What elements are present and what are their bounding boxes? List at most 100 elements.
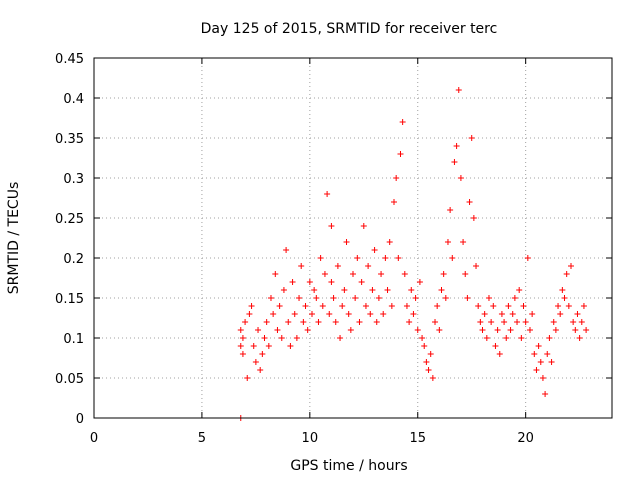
data-point <box>397 151 404 157</box>
data-point <box>406 319 413 325</box>
data-point <box>572 327 579 333</box>
data-point <box>304 327 311 333</box>
data-point <box>311 287 318 293</box>
data-point <box>580 303 587 309</box>
data-point <box>442 295 449 301</box>
data-point <box>371 247 378 253</box>
data-point <box>293 335 300 341</box>
data-point <box>535 343 542 349</box>
data-point <box>429 375 436 381</box>
data-point <box>503 335 510 341</box>
data-point <box>328 223 335 229</box>
data-point <box>287 343 294 349</box>
data-point <box>507 327 514 333</box>
data-point <box>237 327 244 333</box>
data-point <box>468 135 475 141</box>
data-point <box>373 319 380 325</box>
data-point <box>276 303 283 309</box>
data-point <box>490 303 497 309</box>
data-point <box>270 311 277 317</box>
x-tick-label: 20 <box>517 431 534 446</box>
data-point <box>524 255 531 261</box>
data-point <box>332 319 339 325</box>
data-point <box>280 287 287 293</box>
data-point <box>339 303 346 309</box>
data-point <box>302 303 309 309</box>
data-point <box>300 319 307 325</box>
data-point <box>501 319 508 325</box>
axis-ticks: 0 0.05 0.1 0.15 0.2 0.25 0.3 0.35 0.4 0.45 0 5 10 15 2… <box>55 52 612 446</box>
data-point <box>466 199 473 205</box>
data-point <box>496 351 503 357</box>
data-point <box>382 255 389 261</box>
data-point <box>544 351 551 357</box>
y-tick-label: 0.35 <box>55 132 84 147</box>
data-point <box>388 303 395 309</box>
data-point <box>567 263 574 269</box>
data-point <box>419 335 426 341</box>
data-point <box>453 143 460 149</box>
data-point <box>542 391 549 397</box>
data-point <box>494 327 501 333</box>
y-tick-label: 0.4 <box>63 92 84 107</box>
data-point <box>324 191 331 197</box>
data-point <box>386 239 393 245</box>
data-point <box>416 279 423 285</box>
data-point <box>574 311 581 317</box>
data-point <box>283 247 290 253</box>
data-point <box>561 295 568 301</box>
data-point <box>559 287 566 293</box>
data-point <box>352 295 359 301</box>
data-point <box>498 311 505 317</box>
data-point <box>244 375 251 381</box>
data-point <box>403 303 410 309</box>
data-point <box>555 303 562 309</box>
data-point <box>455 87 462 93</box>
y-tick-label: 0.25 <box>55 212 84 227</box>
data-point <box>470 215 477 221</box>
data-point <box>259 351 266 357</box>
data-point <box>296 295 303 301</box>
data-point <box>265 343 272 349</box>
data-point <box>488 319 495 325</box>
data-point <box>531 351 538 357</box>
data-point <box>278 335 285 341</box>
data-point <box>539 375 546 381</box>
grid-lines <box>94 58 612 418</box>
data-point <box>272 271 279 277</box>
data-point <box>434 303 441 309</box>
data-point <box>421 343 428 349</box>
data-point <box>263 319 270 325</box>
data-point <box>274 327 281 333</box>
data-point <box>347 327 354 333</box>
data-point <box>248 303 255 309</box>
data-point <box>393 175 400 181</box>
data-point <box>492 343 499 349</box>
x-tick-label: 5 <box>198 431 206 446</box>
data-point <box>526 327 533 333</box>
data-point <box>360 223 367 229</box>
data-point <box>291 311 298 317</box>
data-point <box>391 199 398 205</box>
data-point <box>440 271 447 277</box>
y-tick-label: 0.1 <box>63 332 84 347</box>
data-point <box>239 351 246 357</box>
data-point <box>479 327 486 333</box>
data-point <box>481 311 488 317</box>
y-tick-label: 0.15 <box>55 292 84 307</box>
data-point <box>399 119 406 125</box>
data-point <box>242 319 249 325</box>
data-point <box>306 279 313 285</box>
data-point <box>401 271 408 277</box>
y-axis-title: SRMTID / TECUs <box>6 182 22 295</box>
data-point <box>261 335 268 341</box>
data-point <box>516 287 523 293</box>
data-point <box>315 319 322 325</box>
data-point <box>548 359 555 365</box>
data-point <box>330 295 337 301</box>
data-point <box>570 319 577 325</box>
data-point <box>436 327 443 333</box>
data-point <box>321 271 328 277</box>
